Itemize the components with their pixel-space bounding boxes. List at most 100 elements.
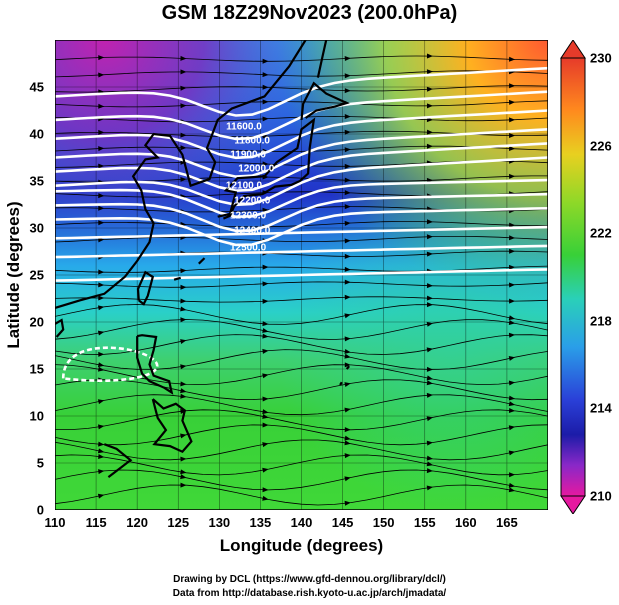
streamline-arrowhead xyxy=(344,427,351,433)
streamline-arrowhead xyxy=(344,253,351,259)
streamline-arrowhead xyxy=(344,382,351,387)
contour-label: 12100.0 xyxy=(226,181,263,192)
credit-drawing: Drawing by DCL (https://www.gfd-dennou.o… xyxy=(173,574,446,585)
streamline-arrowhead xyxy=(426,86,433,92)
streamline-arrowhead xyxy=(97,366,105,372)
streamline-arrowhead xyxy=(508,401,516,407)
height-contours xyxy=(55,66,548,382)
streamline-arrowhead xyxy=(426,219,433,225)
contour-label: 12000.0 xyxy=(238,164,275,175)
streamline-arrowhead xyxy=(98,163,105,169)
x-tick-label: 110 xyxy=(44,515,66,530)
coastline xyxy=(339,381,343,386)
streamline-arrowhead xyxy=(509,472,516,478)
colorbar-tick-label: 226 xyxy=(590,138,612,154)
streamline-arrowhead xyxy=(426,461,433,467)
streamline-arrowhead xyxy=(508,380,516,386)
streamline-arrowhead xyxy=(180,55,187,61)
streamline-arrowhead xyxy=(180,482,187,488)
height-contour xyxy=(55,207,548,247)
height-contour xyxy=(55,268,548,282)
streamline-arrowhead xyxy=(180,69,187,75)
streamline-arrowhead xyxy=(344,313,351,319)
height-contour xyxy=(55,109,548,160)
coastline xyxy=(103,443,133,478)
streamline-arrowhead xyxy=(508,450,516,456)
streamline-arrowhead xyxy=(180,388,187,394)
streamline-arrowhead xyxy=(262,348,269,354)
streamline-arrowhead xyxy=(97,362,105,368)
streamline-arrowhead xyxy=(508,332,516,338)
streamline-arrowhead xyxy=(426,380,433,386)
coastline xyxy=(300,81,350,121)
streamline-arrowhead xyxy=(180,268,187,274)
streamline-arrowhead xyxy=(262,396,269,402)
streamline xyxy=(55,85,548,93)
streamline-arrowhead xyxy=(262,413,269,419)
x-tick-label: 115 xyxy=(85,515,107,530)
streamline-arrowhead xyxy=(508,320,516,326)
streamline-arrowhead xyxy=(97,330,105,336)
streamline xyxy=(55,70,548,78)
coastline xyxy=(173,276,182,281)
streamline xyxy=(55,265,548,273)
height-contour xyxy=(55,66,548,117)
map-plot-area: 11600.0 11800.0 11900.0 12000.0 12100.0 12200… xyxy=(55,40,548,510)
streamline-arrowhead xyxy=(262,99,269,105)
streamline-arrowhead xyxy=(262,207,269,213)
streamline-arrowhead xyxy=(344,220,351,226)
streamline-arrowhead xyxy=(180,474,187,480)
contour-label: 12300.0 xyxy=(230,211,267,222)
streamline-arrowhead xyxy=(344,279,351,285)
streamline-arrowhead xyxy=(426,234,433,240)
y-tick-label: 5 xyxy=(36,455,44,471)
streamline-arrowhead xyxy=(97,493,105,499)
streamline-arrowhead xyxy=(508,264,516,270)
streamline-arrowhead xyxy=(344,177,351,183)
streamline-arrowhead xyxy=(344,88,351,94)
streamline-arrowhead xyxy=(508,395,516,401)
contour-labels: 11600.0 11800.0 11900.0 12000.0 12100.0 12200… xyxy=(226,121,275,253)
streamline-arrowhead xyxy=(426,129,433,135)
streamline xyxy=(55,349,548,371)
streamline-arrowhead xyxy=(98,453,105,459)
streamline-arrowhead xyxy=(180,364,187,370)
streamline xyxy=(55,55,548,62)
y-tick-label: 45 xyxy=(29,79,44,95)
streamline-arrowhead xyxy=(97,399,105,405)
streamline-arrowhead xyxy=(508,356,516,361)
streamline-arrowhead xyxy=(97,305,105,311)
streamline-arrowhead xyxy=(508,482,516,488)
contour-label: 12200.0 xyxy=(234,196,271,207)
streamline-arrowhead xyxy=(508,235,516,241)
streamline-arrowhead xyxy=(426,375,433,381)
streamline xyxy=(55,281,548,288)
chart-title: GSM 18Z29Nov2023 (200.0hPa) xyxy=(161,2,458,24)
y-tick-label: 35 xyxy=(29,173,44,189)
colorbar-tick-label: 214 xyxy=(590,400,612,416)
streamline-arrowhead xyxy=(98,424,105,430)
streamline-arrowhead xyxy=(508,408,516,414)
streamline-arrowhead xyxy=(509,248,516,254)
streamline-arrowhead xyxy=(98,295,105,301)
streamline-arrowhead xyxy=(98,146,105,152)
streamline-arrowhead xyxy=(262,161,269,167)
x-tick-label: 155 xyxy=(413,515,436,530)
coastline xyxy=(136,334,174,395)
contour-label: 12400.0 xyxy=(234,226,271,237)
height-contour xyxy=(55,128,548,178)
x-tick-label: 130 xyxy=(208,515,231,530)
contour-label: 11800.0 xyxy=(234,135,270,146)
streamline-arrowhead xyxy=(180,408,187,414)
streamline-arrowhead xyxy=(509,173,516,179)
streamline-arrowhead xyxy=(262,281,269,287)
streamline-arrowhead xyxy=(98,441,105,447)
streamline-arrowhead xyxy=(344,353,351,359)
streamline-arrowhead xyxy=(509,132,516,138)
height-contour xyxy=(55,178,548,219)
streamline-arrowhead xyxy=(344,336,351,342)
streamline-arrowhead xyxy=(180,298,187,304)
coastline xyxy=(55,40,307,309)
coastline xyxy=(136,270,155,306)
streamline-arrowhead xyxy=(344,204,351,210)
